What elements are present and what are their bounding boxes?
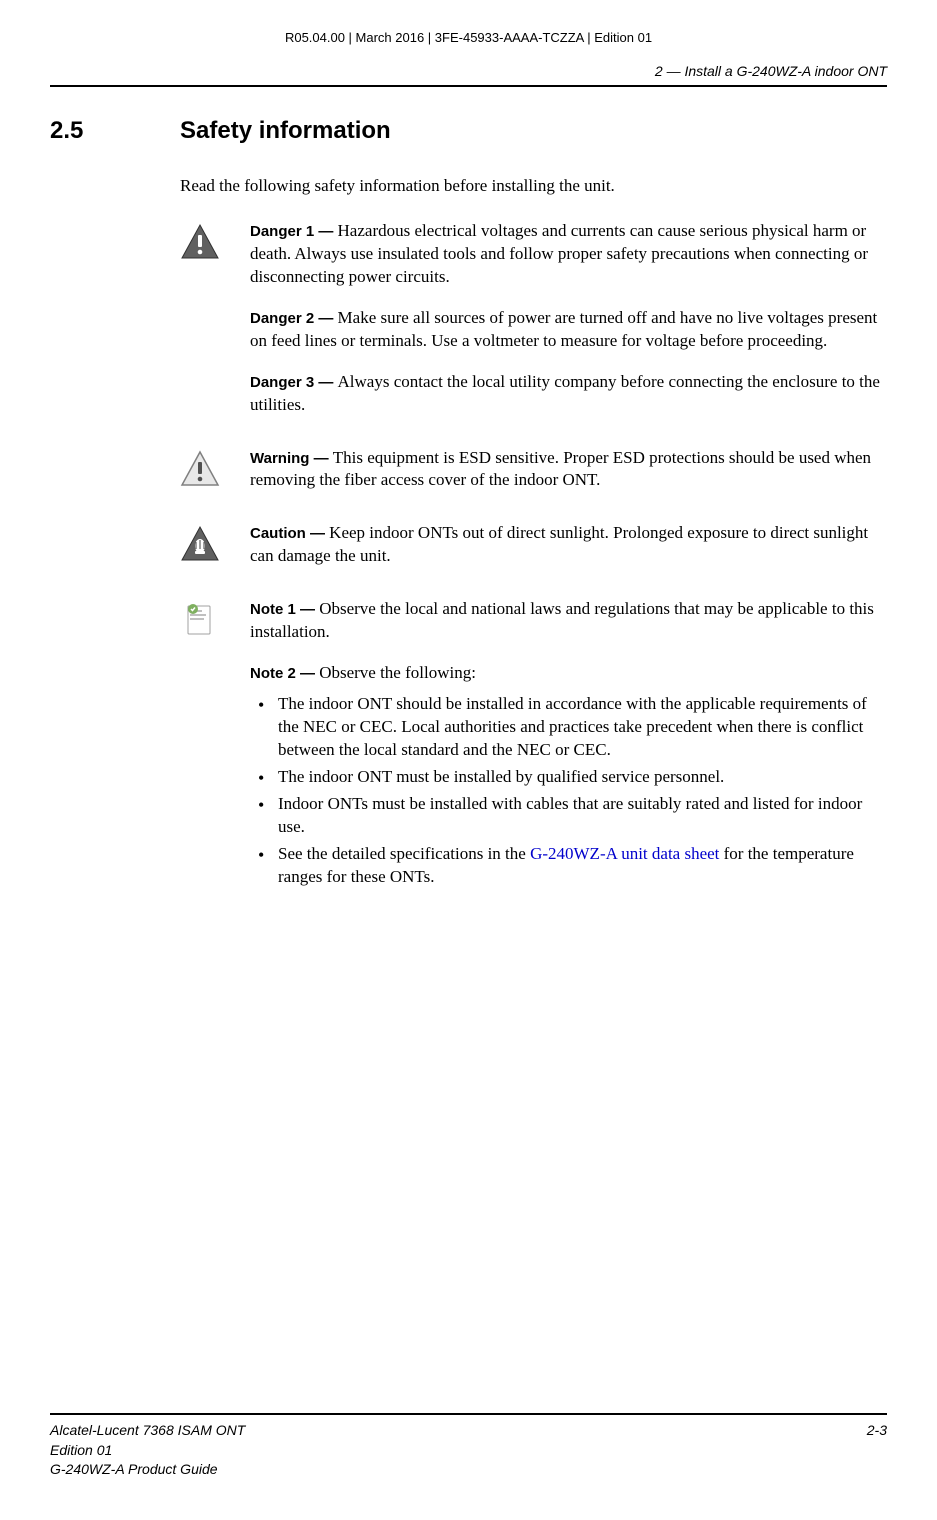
caution-icon: [180, 524, 220, 564]
page-footer: Alcatel-Lucent 7368 ISAM ONT Edition 01 …: [50, 1413, 887, 1480]
section-number: 2.5: [50, 117, 180, 145]
section-header: 2.5 Safety information: [50, 117, 887, 145]
footer-rule: [50, 1413, 887, 1415]
footer-edition: Edition 01: [50, 1441, 245, 1461]
warning-label: Warning —: [250, 450, 333, 467]
document-info-header: R05.04.00 | March 2016 | 3FE-45933-AAAA-…: [50, 30, 887, 45]
caution-label: Caution —: [250, 525, 329, 542]
warning-icon: [180, 449, 220, 489]
danger-label-2: Danger 2 —: [250, 310, 338, 327]
footer-product: Alcatel-Lucent 7368 ISAM ONT: [50, 1421, 245, 1441]
note-para-1: Note 1 — Observe the local and national …: [250, 598, 887, 644]
danger-text-1: Hazardous electrical voltages and curren…: [250, 221, 868, 286]
intro-text: Read the following safety information be…: [180, 175, 887, 198]
danger-text-2: Make sure all sources of power are turne…: [250, 308, 877, 350]
note-bullet-list: The indoor ONT should be installed in ac…: [250, 693, 887, 889]
caution-text: Keep indoor ONTs out of direct sunlight.…: [250, 523, 868, 565]
danger-text-3: Always contact the local utility company…: [250, 372, 880, 414]
danger-label-3: Danger 3 —: [250, 374, 338, 391]
danger-icon: [180, 222, 220, 262]
note-label-2: Note 2 —: [250, 665, 319, 682]
danger-block: Danger 1 — Hazardous electrical voltages…: [180, 220, 887, 417]
danger-label-1: Danger 1 —: [250, 223, 338, 240]
note-text-1: Observe the local and national laws and …: [250, 599, 874, 641]
note-icon: [180, 600, 220, 640]
note-bullet-2: The indoor ONT must be installed by qual…: [250, 766, 887, 789]
note-bullet-4: See the detailed specifications in the G…: [250, 843, 887, 889]
section-title: Safety information: [180, 117, 391, 145]
note-label-1: Note 1 —: [250, 601, 319, 618]
note-para-2: Note 2 — Observe the following:: [250, 662, 887, 685]
note-bullet-3: Indoor ONTs must be installed with cable…: [250, 793, 887, 839]
note-block: Note 1 — Observe the local and national …: [180, 598, 887, 892]
danger-para-3: Danger 3 — Always contact the local util…: [250, 371, 887, 417]
caution-para: Caution — Keep indoor ONTs out of direct…: [250, 522, 887, 568]
note-bullet-4-prefix: See the detailed specifications in the: [278, 844, 530, 863]
danger-para-1: Danger 1 — Hazardous electrical voltages…: [250, 220, 887, 289]
footer-guide: G-240WZ-A Product Guide: [50, 1460, 245, 1480]
caution-block: Caution — Keep indoor ONTs out of direct…: [180, 522, 887, 568]
data-sheet-link[interactable]: G-240WZ-A unit data sheet: [530, 844, 719, 863]
warning-block: Warning — This equipment is ESD sensitiv…: [180, 447, 887, 493]
chapter-header: 2 — Install a G-240WZ-A indoor ONT: [50, 63, 887, 79]
danger-para-2: Danger 2 — Make sure all sources of powe…: [250, 307, 887, 353]
warning-para: Warning — This equipment is ESD sensitiv…: [250, 447, 887, 493]
note-text-2: Observe the following:: [319, 663, 476, 682]
header-rule: [50, 85, 887, 87]
warning-text: This equipment is ESD sensitive. Proper …: [250, 448, 871, 490]
footer-page-number: 2-3: [867, 1421, 887, 1480]
note-bullet-1: The indoor ONT should be installed in ac…: [250, 693, 887, 762]
